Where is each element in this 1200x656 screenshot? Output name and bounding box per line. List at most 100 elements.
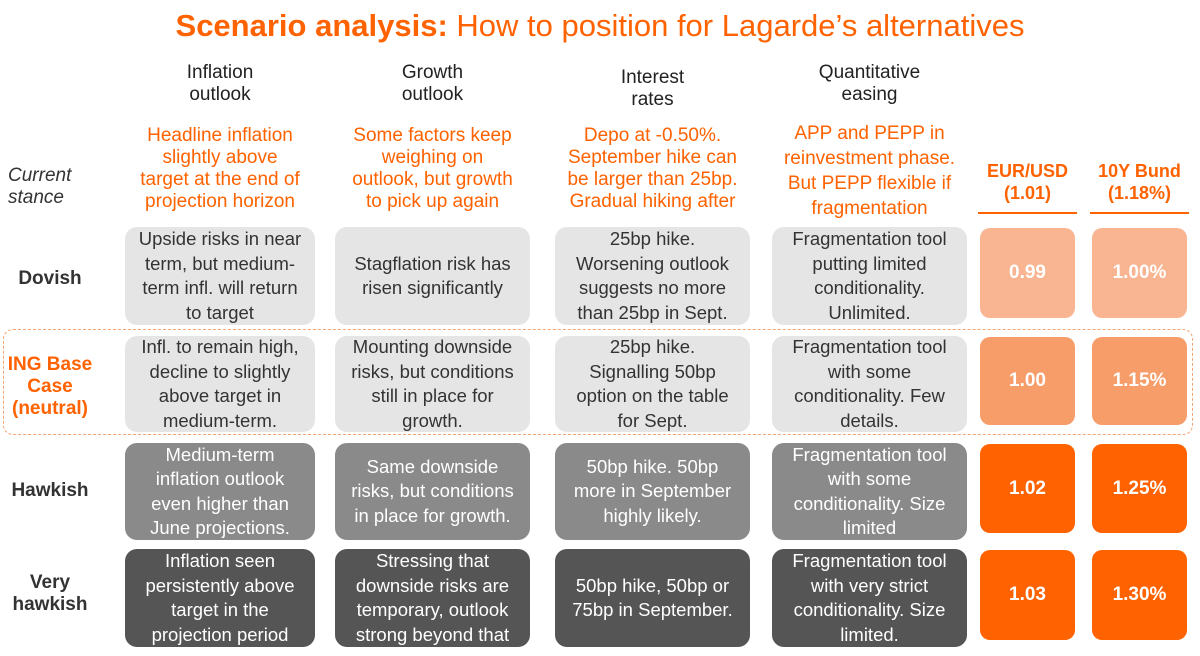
scenario-cell: Inflation seen persistently above target i…	[125, 549, 315, 647]
text-line: Gradual hiking after	[569, 191, 736, 212]
text-line: conditionality. Few	[794, 385, 945, 406]
text-line: hawkish	[12, 594, 88, 615]
current-stance-text: Depo at -0.50%. September hike can be larg…	[550, 125, 755, 213]
text-line: downside risks are	[355, 574, 510, 596]
text-line: 50bp hike, 50bp or	[575, 574, 730, 596]
text-line: in place for growth.	[354, 504, 511, 526]
text-line: limited	[842, 517, 897, 538]
text-line: Quantitative	[818, 62, 921, 83]
text-line: target at the end of	[140, 169, 300, 190]
text-line: Fragmentation tool	[792, 443, 947, 465]
text-line: Fragmentation tool	[792, 336, 947, 357]
text-line: rates	[631, 89, 674, 110]
text-line: Infl. to remain high,	[141, 336, 299, 357]
title-rest: How to position for Lagarde’s alternativ…	[456, 8, 1025, 43]
text-line: Inflation seen	[164, 550, 276, 571]
text-line: Some factors keep	[353, 125, 512, 146]
text-line: outlook, but growth	[352, 169, 513, 190]
text-line: persistently above	[145, 574, 295, 596]
row-label: Hawkish	[0, 480, 100, 502]
text-line: Medium-term	[165, 443, 275, 465]
text-line: conditionality. Size	[793, 492, 946, 514]
page-title: Scenario analysis: How to position for L…	[0, 8, 1200, 44]
text-line: Depo at -0.50%.	[583, 125, 722, 146]
eurusd-header: EUR/USD (1.01)	[972, 160, 1083, 204]
text-line: be larger than 25bp.	[567, 169, 738, 190]
text-line: (neutral)	[12, 398, 88, 419]
text-line: September hike can	[568, 147, 737, 168]
text-line: medium-term.	[162, 409, 278, 431]
text-line: easing	[841, 84, 898, 105]
text-line: slightly above	[162, 147, 278, 168]
text-line: with some	[827, 360, 912, 382]
text-line: But PEPP flexible if	[787, 173, 952, 194]
text-line: term infl. will return	[142, 277, 298, 298]
text-line: target in the	[171, 599, 269, 620]
eurusd-value: 0.99	[980, 228, 1075, 318]
text-line: Stressing that	[375, 550, 490, 571]
scenario-cell: Medium-term inflation outlook even higher …	[125, 443, 315, 540]
column-header: Interest rates	[555, 67, 750, 111]
text-line: reinvestment phase.	[783, 148, 956, 169]
market-name: EUR/USD	[986, 161, 1068, 181]
text-line: term, but medium-	[144, 252, 296, 274]
text-line: 25bp hike.	[609, 228, 696, 249]
text-line: June projections.	[150, 517, 290, 538]
text-line: Fragmentation tool	[792, 550, 947, 571]
scenario-cell: Fragmentation tool with some conditionalit…	[772, 336, 967, 432]
text-line: decline to slightly	[149, 360, 291, 382]
column-header: Inflation outlook	[125, 62, 315, 106]
current-stance-text: Headline inflation slightly above target a…	[120, 125, 320, 213]
text-line: highly likely.	[603, 504, 702, 526]
text-line: still in place for	[371, 385, 494, 406]
text-line: Dovish	[18, 268, 82, 289]
text-line: risks, but conditions	[351, 480, 514, 502]
text-line: Growth	[401, 62, 464, 83]
text-line: Headline inflation	[147, 125, 293, 146]
text-line: projection period	[151, 623, 289, 645]
scenario-cell: 25bp hike. Worsening outlook suggests no m…	[555, 227, 750, 325]
bund-value: 1.25%	[1092, 444, 1187, 533]
scenario-cell: Mounting downside risks, but conditions st…	[335, 336, 530, 432]
text-line: Mounting downside	[352, 336, 513, 357]
scenario-cell: 50bp hike, 50bp or 75bp in September.	[555, 549, 750, 647]
scenario-cell: 50bp hike. 50bp more in September highly l…	[555, 443, 750, 540]
row-label: ING Base Case (neutral)	[0, 354, 100, 420]
text-line: Worsening outlook	[576, 252, 729, 274]
bund-value: 1.15%	[1092, 337, 1187, 425]
text-line: growth.	[402, 409, 463, 431]
row-label: Very hawkish	[0, 572, 100, 616]
eurusd-value: 1.00	[980, 337, 1075, 425]
text-line: details.	[840, 409, 899, 431]
scenario-cell: Fragmentation tool putting limited conditi…	[772, 227, 967, 325]
current-stance-label: Current stance	[8, 165, 98, 209]
scenario-cell: Stressing that downside risks are temporar…	[335, 549, 530, 647]
text-line: fragmentation	[811, 198, 928, 219]
text-line: even higher than	[151, 492, 289, 514]
text-line: suggests no more	[578, 277, 727, 298]
text-line: for Sept.	[617, 409, 688, 431]
text-line: Current	[8, 165, 72, 186]
text-line: Case	[27, 376, 73, 397]
bund-header: 10Y Bund (1.18%)	[1084, 160, 1195, 204]
text-line: putting limited	[812, 252, 927, 274]
scenario-cell: 25bp hike. Signalling 50bp option on the t…	[555, 336, 750, 432]
text-line: Stagflation risk has	[354, 252, 511, 274]
text-line: strong beyond that	[355, 623, 510, 645]
row-label: Dovish	[0, 268, 100, 290]
text-line: outlook	[401, 84, 464, 105]
column-header: Quantitative easing	[772, 62, 967, 106]
scenario-cell: Upside risks in near term, but medium-ter…	[125, 227, 315, 325]
text-line: Hawkish	[11, 480, 89, 501]
header-underline	[1090, 212, 1189, 214]
market-name: 10Y Bund	[1098, 161, 1181, 181]
header-underline	[978, 212, 1077, 214]
text-line: Very	[29, 572, 71, 593]
text-line: more in September	[573, 480, 732, 502]
text-line: than 25bp in Sept.	[577, 301, 728, 323]
eurusd-value: 1.03	[980, 550, 1075, 640]
bund-value: 1.30%	[1092, 550, 1187, 640]
text-line: 50bp hike. 50bp	[586, 455, 719, 477]
text-line: outlook	[189, 84, 251, 105]
title-bold: Scenario analysis:	[175, 8, 448, 43]
